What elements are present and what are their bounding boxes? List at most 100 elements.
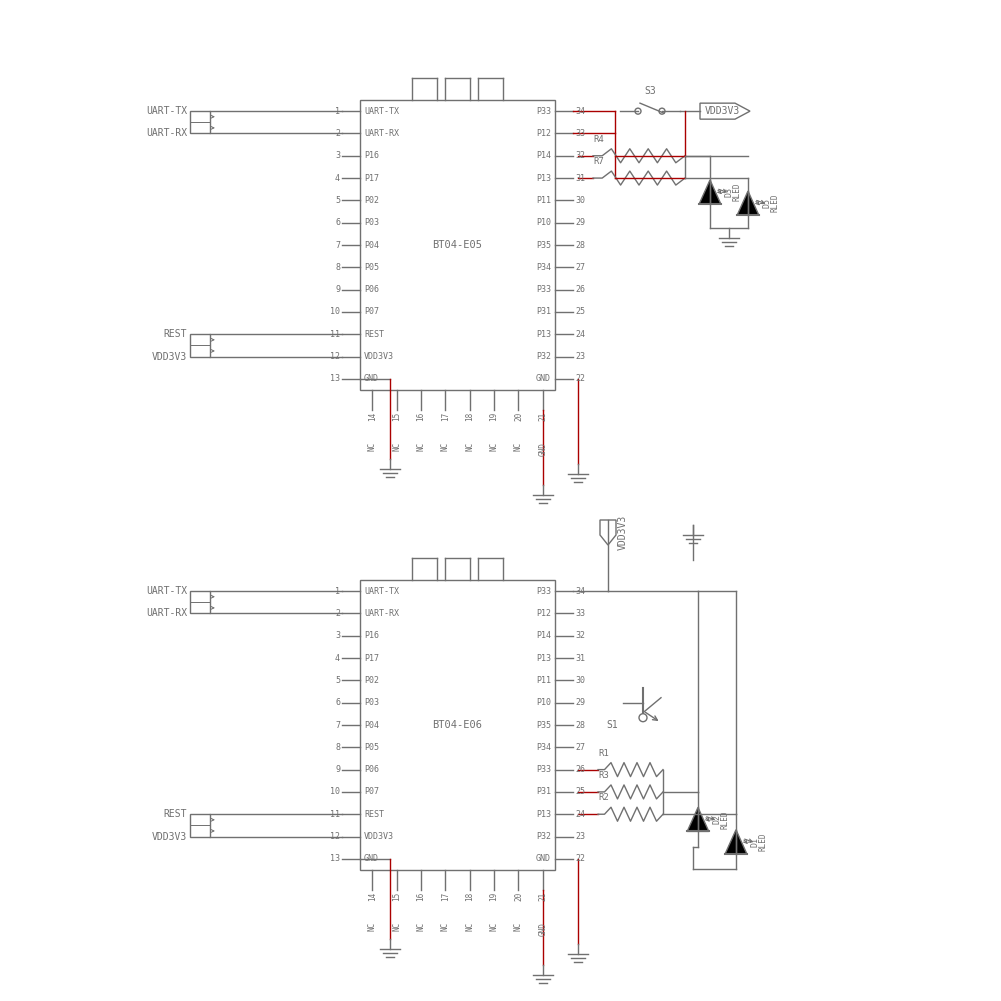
Text: P35: P35: [536, 721, 551, 730]
Text: 33: 33: [575, 609, 585, 618]
Text: P16: P16: [364, 632, 379, 641]
Text: 5: 5: [335, 196, 340, 205]
Text: 9: 9: [335, 285, 340, 294]
Text: P06: P06: [364, 285, 379, 294]
Text: 33: 33: [575, 129, 585, 138]
Text: P33: P33: [536, 285, 551, 294]
Text: NC: NC: [416, 922, 425, 931]
Text: P11: P11: [536, 676, 551, 685]
Text: 1: 1: [335, 107, 340, 116]
Text: P10: P10: [536, 218, 551, 227]
Text: P07: P07: [364, 307, 379, 316]
Text: NC: NC: [440, 922, 449, 931]
Text: UART-RX: UART-RX: [364, 129, 399, 138]
Text: GND: GND: [539, 442, 548, 455]
Text: UART-TX: UART-TX: [364, 107, 399, 116]
Text: NC: NC: [489, 922, 498, 931]
Text: UART-TX: UART-TX: [146, 106, 187, 116]
Text: 27: 27: [575, 743, 585, 752]
Text: BT04-E06: BT04-E06: [432, 720, 482, 730]
Text: P02: P02: [364, 676, 379, 685]
Text: 19: 19: [489, 892, 498, 901]
Text: P34: P34: [536, 743, 551, 752]
Text: RLED: RLED: [770, 194, 779, 212]
Text: 22: 22: [575, 854, 585, 863]
Bar: [360, 100, 555, 390]
Text: 28: 28: [575, 721, 585, 730]
Text: 18: 18: [465, 892, 474, 901]
Text: P31: P31: [536, 788, 551, 797]
Text: 10: 10: [330, 788, 340, 797]
Text: 14: 14: [367, 412, 376, 421]
Text: GND: GND: [364, 854, 379, 863]
Polygon shape: [737, 191, 759, 215]
Text: P32: P32: [536, 832, 551, 841]
Text: P13: P13: [536, 329, 551, 338]
Text: 32: 32: [575, 151, 585, 160]
Polygon shape: [700, 180, 721, 204]
Text: P32: P32: [536, 352, 551, 361]
Text: VDD3V3: VDD3V3: [152, 832, 187, 842]
Text: P13: P13: [536, 173, 551, 182]
Text: 12: 12: [330, 352, 340, 361]
Text: 13: 13: [330, 374, 340, 383]
Text: P03: P03: [364, 218, 379, 227]
Text: 5: 5: [335, 676, 340, 685]
Text: NC: NC: [465, 442, 474, 451]
Text: 15: 15: [392, 412, 401, 421]
Text: VDD3V3: VDD3V3: [705, 106, 741, 116]
Text: R4: R4: [593, 135, 604, 144]
Text: 22: 22: [575, 374, 585, 383]
Text: VDD3V3: VDD3V3: [364, 832, 394, 841]
Polygon shape: [725, 830, 747, 854]
Text: P14: P14: [536, 632, 551, 641]
Text: 1: 1: [335, 587, 340, 596]
Text: UART-RX: UART-RX: [146, 128, 187, 138]
Text: UART-TX: UART-TX: [364, 587, 399, 596]
Text: VDD3V3: VDD3V3: [618, 515, 628, 551]
Text: 31: 31: [575, 654, 585, 663]
Text: P35: P35: [536, 240, 551, 249]
Text: 6: 6: [335, 218, 340, 227]
Text: REST: REST: [163, 809, 187, 819]
Text: NC: NC: [367, 922, 376, 931]
Text: 9: 9: [335, 765, 340, 774]
Text: NC: NC: [465, 922, 474, 931]
Text: GND: GND: [536, 854, 551, 863]
Text: P11: P11: [536, 196, 551, 205]
Text: GND: GND: [536, 374, 551, 383]
Text: NC: NC: [489, 442, 498, 451]
Text: 2: 2: [335, 609, 340, 618]
Text: 14: 14: [367, 892, 376, 901]
Text: P03: P03: [364, 698, 379, 707]
Text: P07: P07: [364, 788, 379, 797]
Text: GND: GND: [539, 922, 548, 936]
Text: D5: D5: [762, 198, 771, 208]
Text: P12: P12: [536, 129, 551, 138]
Text: P12: P12: [536, 609, 551, 618]
Text: P17: P17: [364, 654, 379, 663]
Text: 13: 13: [330, 854, 340, 863]
Text: NC: NC: [514, 442, 523, 451]
Text: 11: 11: [330, 329, 340, 338]
Text: 21: 21: [539, 892, 548, 901]
Text: 23: 23: [575, 832, 585, 841]
Text: 24: 24: [575, 329, 585, 338]
Text: NC: NC: [416, 442, 425, 451]
Text: 26: 26: [575, 765, 585, 774]
Text: 7: 7: [335, 721, 340, 730]
Text: P06: P06: [364, 765, 379, 774]
Text: 29: 29: [575, 218, 585, 227]
Text: 18: 18: [465, 412, 474, 421]
Text: GND: GND: [364, 374, 379, 383]
Text: 34: 34: [575, 587, 585, 596]
Text: 24: 24: [575, 810, 585, 819]
Text: 27: 27: [575, 263, 585, 272]
Text: P31: P31: [536, 307, 551, 316]
Text: P05: P05: [364, 743, 379, 752]
Text: 15: 15: [392, 892, 401, 901]
Text: 17: 17: [440, 892, 449, 901]
Text: UART-RX: UART-RX: [364, 609, 399, 618]
Text: P13: P13: [536, 654, 551, 663]
Text: P04: P04: [364, 240, 379, 249]
